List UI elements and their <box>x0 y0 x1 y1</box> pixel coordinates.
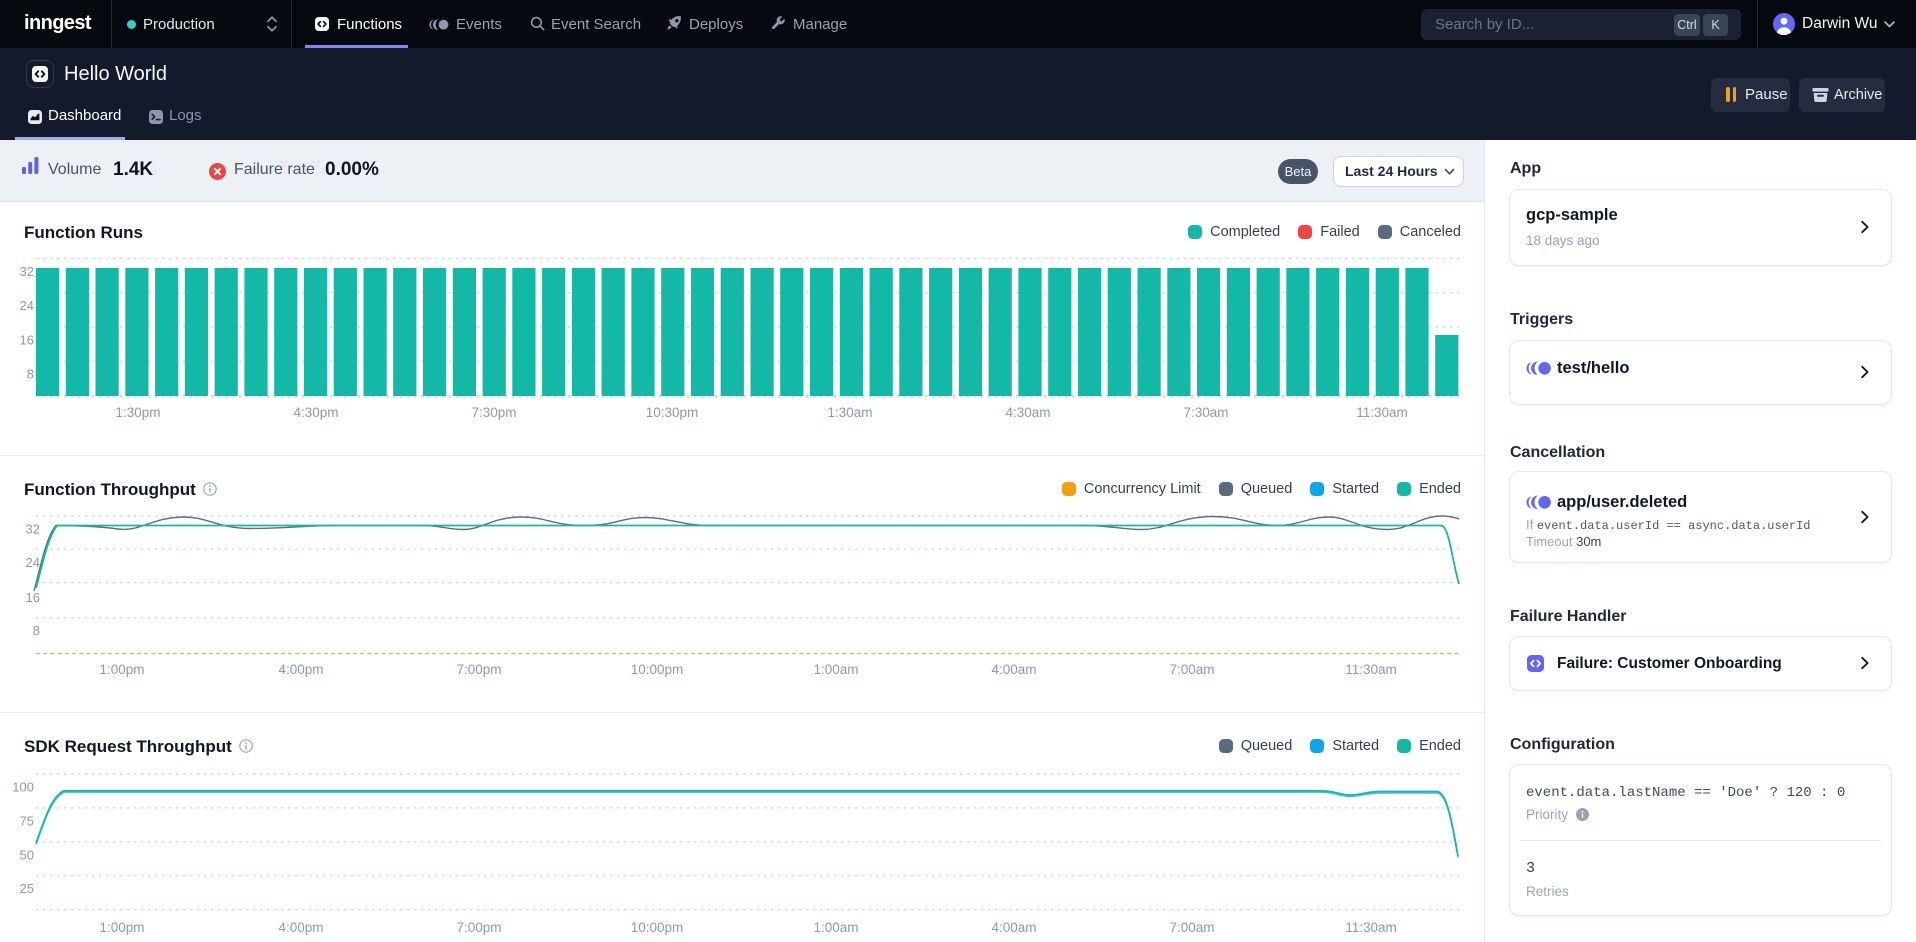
svg-text:11:30am: 11:30am <box>1345 662 1397 677</box>
svg-text:10:00pm: 10:00pm <box>631 662 684 677</box>
svg-text:16: 16 <box>20 333 34 348</box>
svg-text:10:30pm: 10:30pm <box>646 405 699 420</box>
svg-text:11:30am: 11:30am <box>1356 405 1408 420</box>
svg-text:1:30am: 1:30am <box>827 405 872 420</box>
svg-text:16: 16 <box>26 590 40 605</box>
svg-text:1:00am: 1:00am <box>813 920 858 935</box>
svg-text:7:00am: 7:00am <box>1169 920 1214 935</box>
svg-text:100: 100 <box>12 780 34 795</box>
svg-text:4:00pm: 4:00pm <box>278 662 323 677</box>
svg-text:50: 50 <box>20 847 34 862</box>
svg-text:11:30am: 11:30am <box>1345 920 1397 935</box>
svg-text:4:00am: 4:00am <box>991 662 1036 677</box>
svg-text:10:00pm: 10:00pm <box>631 920 684 935</box>
svg-text:8: 8 <box>27 367 34 382</box>
svg-text:7:30pm: 7:30pm <box>471 405 516 420</box>
svg-text:24: 24 <box>26 555 40 570</box>
svg-text:7:30am: 7:30am <box>1183 405 1228 420</box>
svg-text:4:30pm: 4:30pm <box>293 405 338 420</box>
svg-text:32: 32 <box>26 522 40 537</box>
svg-text:8: 8 <box>33 623 40 638</box>
svg-text:7:00am: 7:00am <box>1169 662 1214 677</box>
svg-text:1:00am: 1:00am <box>813 662 858 677</box>
svg-text:1:00pm: 1:00pm <box>99 920 144 935</box>
svg-text:1:00pm: 1:00pm <box>99 662 144 677</box>
svg-text:7:00pm: 7:00pm <box>456 662 501 677</box>
svg-text:4:00pm: 4:00pm <box>278 920 323 935</box>
svg-text:7:00pm: 7:00pm <box>456 920 501 935</box>
svg-text:75: 75 <box>20 813 34 828</box>
svg-text:32: 32 <box>20 264 34 279</box>
svg-text:24: 24 <box>20 298 34 313</box>
svg-text:4:00am: 4:00am <box>991 920 1036 935</box>
svg-text:1:30pm: 1:30pm <box>115 405 160 420</box>
svg-text:4:30am: 4:30am <box>1005 405 1050 420</box>
svg-text:25: 25 <box>20 881 34 896</box>
